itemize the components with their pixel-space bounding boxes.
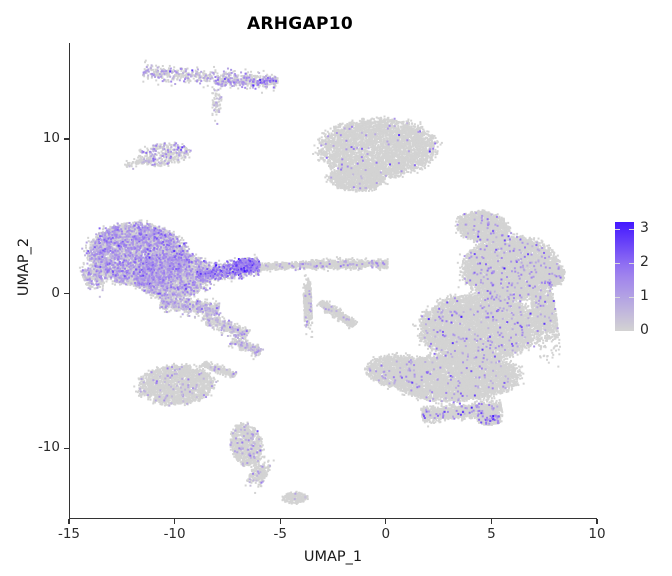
y-tick-mark xyxy=(64,138,69,140)
x-tick-label: -5 xyxy=(273,526,287,542)
x-tick-mark xyxy=(279,519,281,524)
colorbar-tick-label: 3 xyxy=(640,219,649,236)
colorbar-tick-mark xyxy=(615,262,620,265)
x-tick-label: 10 xyxy=(588,526,606,542)
x-tick-label: 0 xyxy=(381,526,391,542)
colorbar xyxy=(615,222,634,331)
y-tick-mark xyxy=(64,292,69,295)
colorbar-gradient xyxy=(615,222,634,331)
y-tick-label: 10 xyxy=(42,129,60,146)
x-tick-mark xyxy=(490,519,493,524)
colorbar-tick-mark xyxy=(615,296,620,299)
y-tick-label: 0 xyxy=(51,284,60,301)
colorbar-tick-label: 2 xyxy=(640,253,649,270)
y-axis-title: UMAP_2 xyxy=(16,237,32,297)
x-tick-mark xyxy=(596,519,598,524)
x-tick-mark xyxy=(68,519,70,524)
x-tick-mark xyxy=(173,519,176,524)
colorbar-tick-mark xyxy=(629,228,634,231)
x-tick-mark xyxy=(385,519,387,524)
x-tick-label: -15 xyxy=(57,526,81,542)
y-axis-line xyxy=(69,43,71,519)
colorbar-tick-mark xyxy=(615,228,620,231)
x-axis-line xyxy=(69,518,597,520)
x-tick-label: -10 xyxy=(163,526,186,542)
colorbar-tick-label: 0 xyxy=(640,322,649,338)
colorbar-tick-mark xyxy=(629,262,634,265)
y-tick-label: -10 xyxy=(37,439,60,456)
x-axis-title: UMAP_1 xyxy=(303,549,363,565)
colorbar-tick-label: 1 xyxy=(640,287,649,304)
colorbar-tick-mark xyxy=(629,296,634,299)
x-tick-label: 5 xyxy=(487,526,496,542)
y-tick-mark xyxy=(64,447,69,450)
